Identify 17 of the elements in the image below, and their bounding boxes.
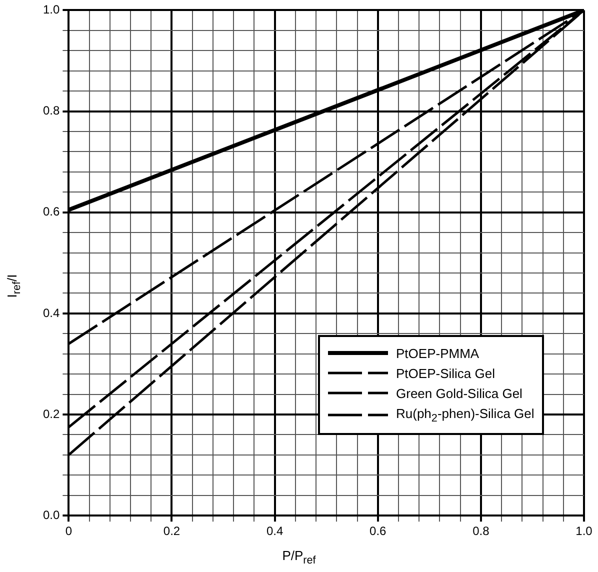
legend-label: PtOEP-Silica Gel bbox=[396, 366, 495, 381]
legend-label: Green Gold-Silica Gel bbox=[396, 386, 522, 401]
x-axis-title: P/P$_{ref}$ bbox=[281, 548, 317, 567]
y-tick-label: 0.4 bbox=[42, 306, 60, 320]
y-tick-label: 0.6 bbox=[42, 204, 60, 219]
y-tick-label: 1.0 bbox=[42, 2, 60, 17]
legend-label: PtOEP-PMMA bbox=[396, 346, 480, 361]
x-tick-label: 0.2 bbox=[163, 524, 180, 538]
legend-label: Ru(ph$_{2}$-phen)-Silica Gel bbox=[396, 406, 534, 424]
y-tick-label: 0.0 bbox=[42, 508, 60, 522]
x-tick-label: 0.4 bbox=[266, 524, 284, 538]
y-tick-label: 0.2 bbox=[42, 406, 60, 421]
x-tick-label: 1.0 bbox=[576, 524, 593, 538]
x-tick-label: 0.6 bbox=[370, 524, 387, 538]
x-tick-label: 0 bbox=[65, 524, 72, 538]
x-tick-label: 0.8 bbox=[472, 524, 490, 538]
y-tick-label: 0.8 bbox=[42, 104, 60, 118]
